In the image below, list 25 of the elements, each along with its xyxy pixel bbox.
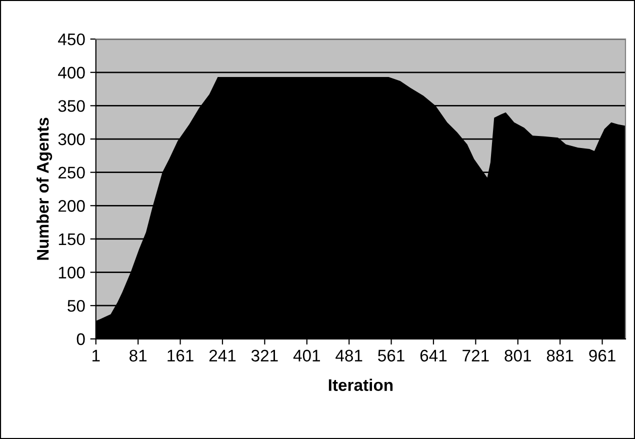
y-tick-label: 300 [58,133,85,146]
x-tick-label: 801 [504,350,531,362]
y-tick-label: 250 [58,166,85,179]
y-tick-label: 0 [76,333,85,346]
x-tick-label: 481 [336,350,362,362]
y-tick-label: 400 [58,66,85,79]
y-tick-label: 100 [58,266,85,278]
y-tick-label: 150 [58,233,85,246]
x-tick-label: 1 [92,350,100,362]
x-tick-label: 641 [420,350,447,362]
y-tick-label: 350 [58,100,85,112]
x-tick-label: 401 [293,350,320,362]
x-tick-label: 161 [168,350,194,362]
x-tick-label: 721 [462,350,489,362]
x-tick-label: 81 [130,350,147,362]
x-tick-label: 321 [251,350,278,362]
x-axis-title: Iteration [328,378,393,391]
y-tick-label: 50 [68,300,85,312]
y-axis-title: Number of Agents [36,118,52,260]
x-tick-label: 961 [589,350,616,362]
y-tick-label: 450 [58,33,85,46]
x-tick-label: 241 [209,350,236,362]
y-tick-label: 200 [58,200,85,212]
x-tick-label: 881 [546,350,574,362]
x-tick-label: 561 [378,350,404,362]
